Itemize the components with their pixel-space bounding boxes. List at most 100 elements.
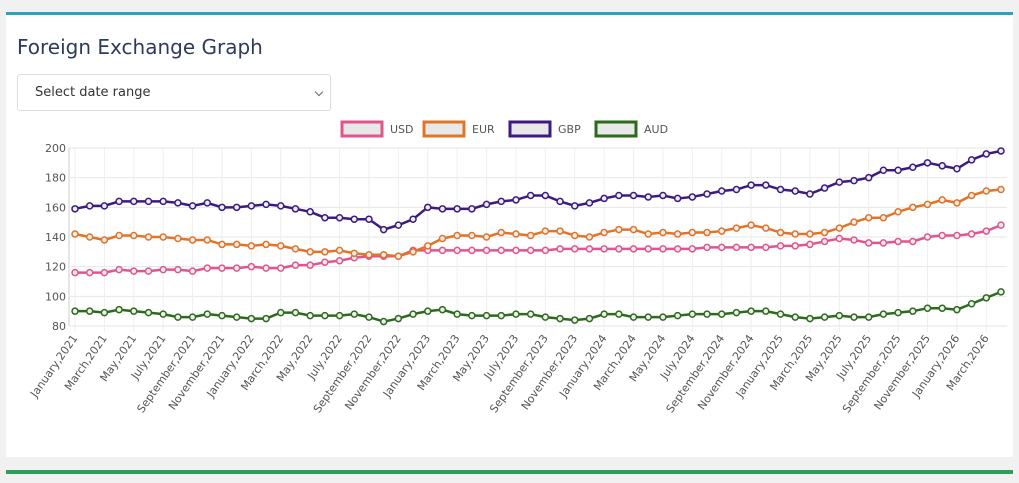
point	[953, 199, 961, 207]
legend-label: AUD	[644, 123, 668, 136]
point	[629, 225, 638, 234]
y-tick-label: 140	[45, 231, 66, 244]
point	[159, 233, 167, 241]
point	[453, 231, 461, 240]
point	[218, 264, 226, 272]
point	[688, 228, 697, 237]
point	[835, 234, 844, 243]
point	[894, 208, 902, 216]
point	[879, 213, 888, 222]
point	[982, 150, 991, 158]
point	[262, 200, 270, 209]
point	[174, 265, 182, 274]
point	[776, 185, 785, 194]
point	[864, 213, 873, 222]
point	[850, 218, 858, 226]
point	[291, 245, 300, 253]
point	[938, 196, 946, 204]
point	[806, 314, 814, 323]
point	[247, 262, 256, 271]
point	[717, 243, 726, 252]
point	[997, 221, 1005, 229]
divider	[6, 470, 1013, 474]
point	[835, 178, 844, 186]
point	[71, 307, 79, 315]
point	[100, 236, 109, 244]
point	[512, 196, 520, 204]
point	[438, 234, 447, 243]
point	[732, 308, 741, 317]
point	[762, 307, 770, 315]
point	[394, 252, 403, 261]
point	[291, 205, 300, 213]
point	[600, 310, 608, 318]
point	[997, 185, 1005, 194]
point	[409, 215, 417, 223]
point	[541, 227, 550, 235]
point	[247, 242, 256, 250]
point	[659, 245, 667, 253]
point	[277, 308, 285, 317]
point	[526, 310, 535, 318]
point	[85, 268, 94, 277]
point	[703, 190, 711, 198]
point	[218, 311, 226, 320]
point	[497, 197, 506, 206]
point	[776, 228, 785, 237]
point	[468, 205, 476, 213]
point	[130, 307, 138, 315]
point	[967, 191, 976, 200]
point	[497, 246, 506, 255]
point	[909, 237, 917, 246]
point	[321, 213, 329, 222]
point	[703, 310, 711, 318]
date-range-select[interactable]: Select date range	[17, 74, 331, 111]
point	[585, 233, 594, 241]
point	[85, 307, 94, 315]
y-tick-label: 80	[52, 320, 66, 333]
point	[526, 191, 535, 200]
point	[85, 202, 94, 210]
point	[159, 265, 167, 274]
point	[820, 228, 829, 237]
point	[997, 147, 1005, 155]
point	[130, 267, 138, 275]
point	[747, 307, 755, 315]
point	[644, 230, 652, 238]
point	[747, 181, 755, 189]
point	[379, 251, 388, 259]
point	[997, 288, 1005, 296]
legend-label: EUR	[472, 123, 495, 136]
point	[482, 311, 491, 320]
point	[938, 162, 946, 170]
point	[967, 156, 976, 164]
chart: 80100120140160180200January,2021March,20…	[27, 120, 1007, 415]
y-tick-label: 200	[45, 142, 66, 155]
point	[894, 308, 902, 317]
point	[806, 190, 814, 198]
point	[967, 230, 976, 238]
point	[600, 228, 608, 237]
point	[100, 268, 109, 277]
point	[659, 313, 667, 321]
point	[394, 221, 403, 229]
point	[482, 233, 491, 241]
point	[629, 245, 638, 253]
point	[732, 243, 741, 252]
point	[365, 215, 373, 223]
point	[262, 264, 270, 272]
point	[306, 248, 314, 256]
point	[791, 313, 799, 321]
point	[850, 236, 858, 244]
point	[585, 245, 594, 253]
point	[806, 240, 814, 249]
y-tick-label: 120	[45, 261, 66, 274]
point	[321, 258, 329, 266]
y-tick-label: 180	[45, 172, 66, 185]
point	[115, 265, 123, 274]
point	[424, 307, 432, 315]
point	[277, 264, 285, 272]
point	[982, 187, 991, 195]
point	[806, 230, 814, 238]
